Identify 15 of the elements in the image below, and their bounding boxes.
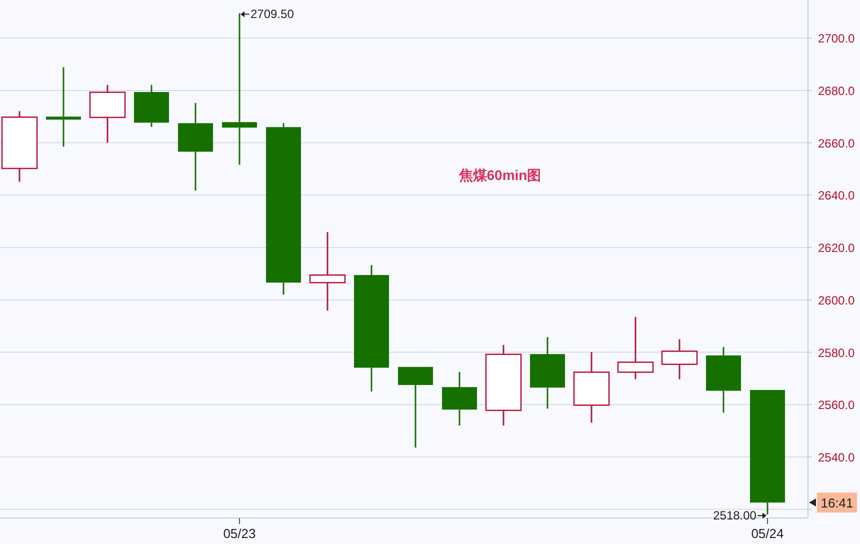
y-tick-label: 2540.0	[818, 450, 856, 464]
y-tick-label: 2560.0	[818, 398, 856, 412]
y-tick-label: 2640.0	[818, 188, 856, 203]
y-tick-label: 2680.0	[818, 84, 856, 98]
x-tick-label: 05/23	[223, 526, 256, 541]
annotation: 2518.00	[713, 508, 757, 523]
y-tick-label: 2700.0	[818, 32, 856, 46]
text: 焦煤60min图	[458, 167, 542, 183]
y-tick-label: 2660.0	[818, 136, 856, 150]
annotation: 2709.50	[250, 7, 294, 22]
text: 16:41	[820, 496, 854, 511]
y-tick-label: 2580.0	[818, 346, 856, 360]
y-tick-label: 2620.0	[818, 241, 856, 256]
x-tick-label: 05/24	[751, 526, 784, 541]
y-tick-label: 2600.0	[818, 293, 856, 308]
